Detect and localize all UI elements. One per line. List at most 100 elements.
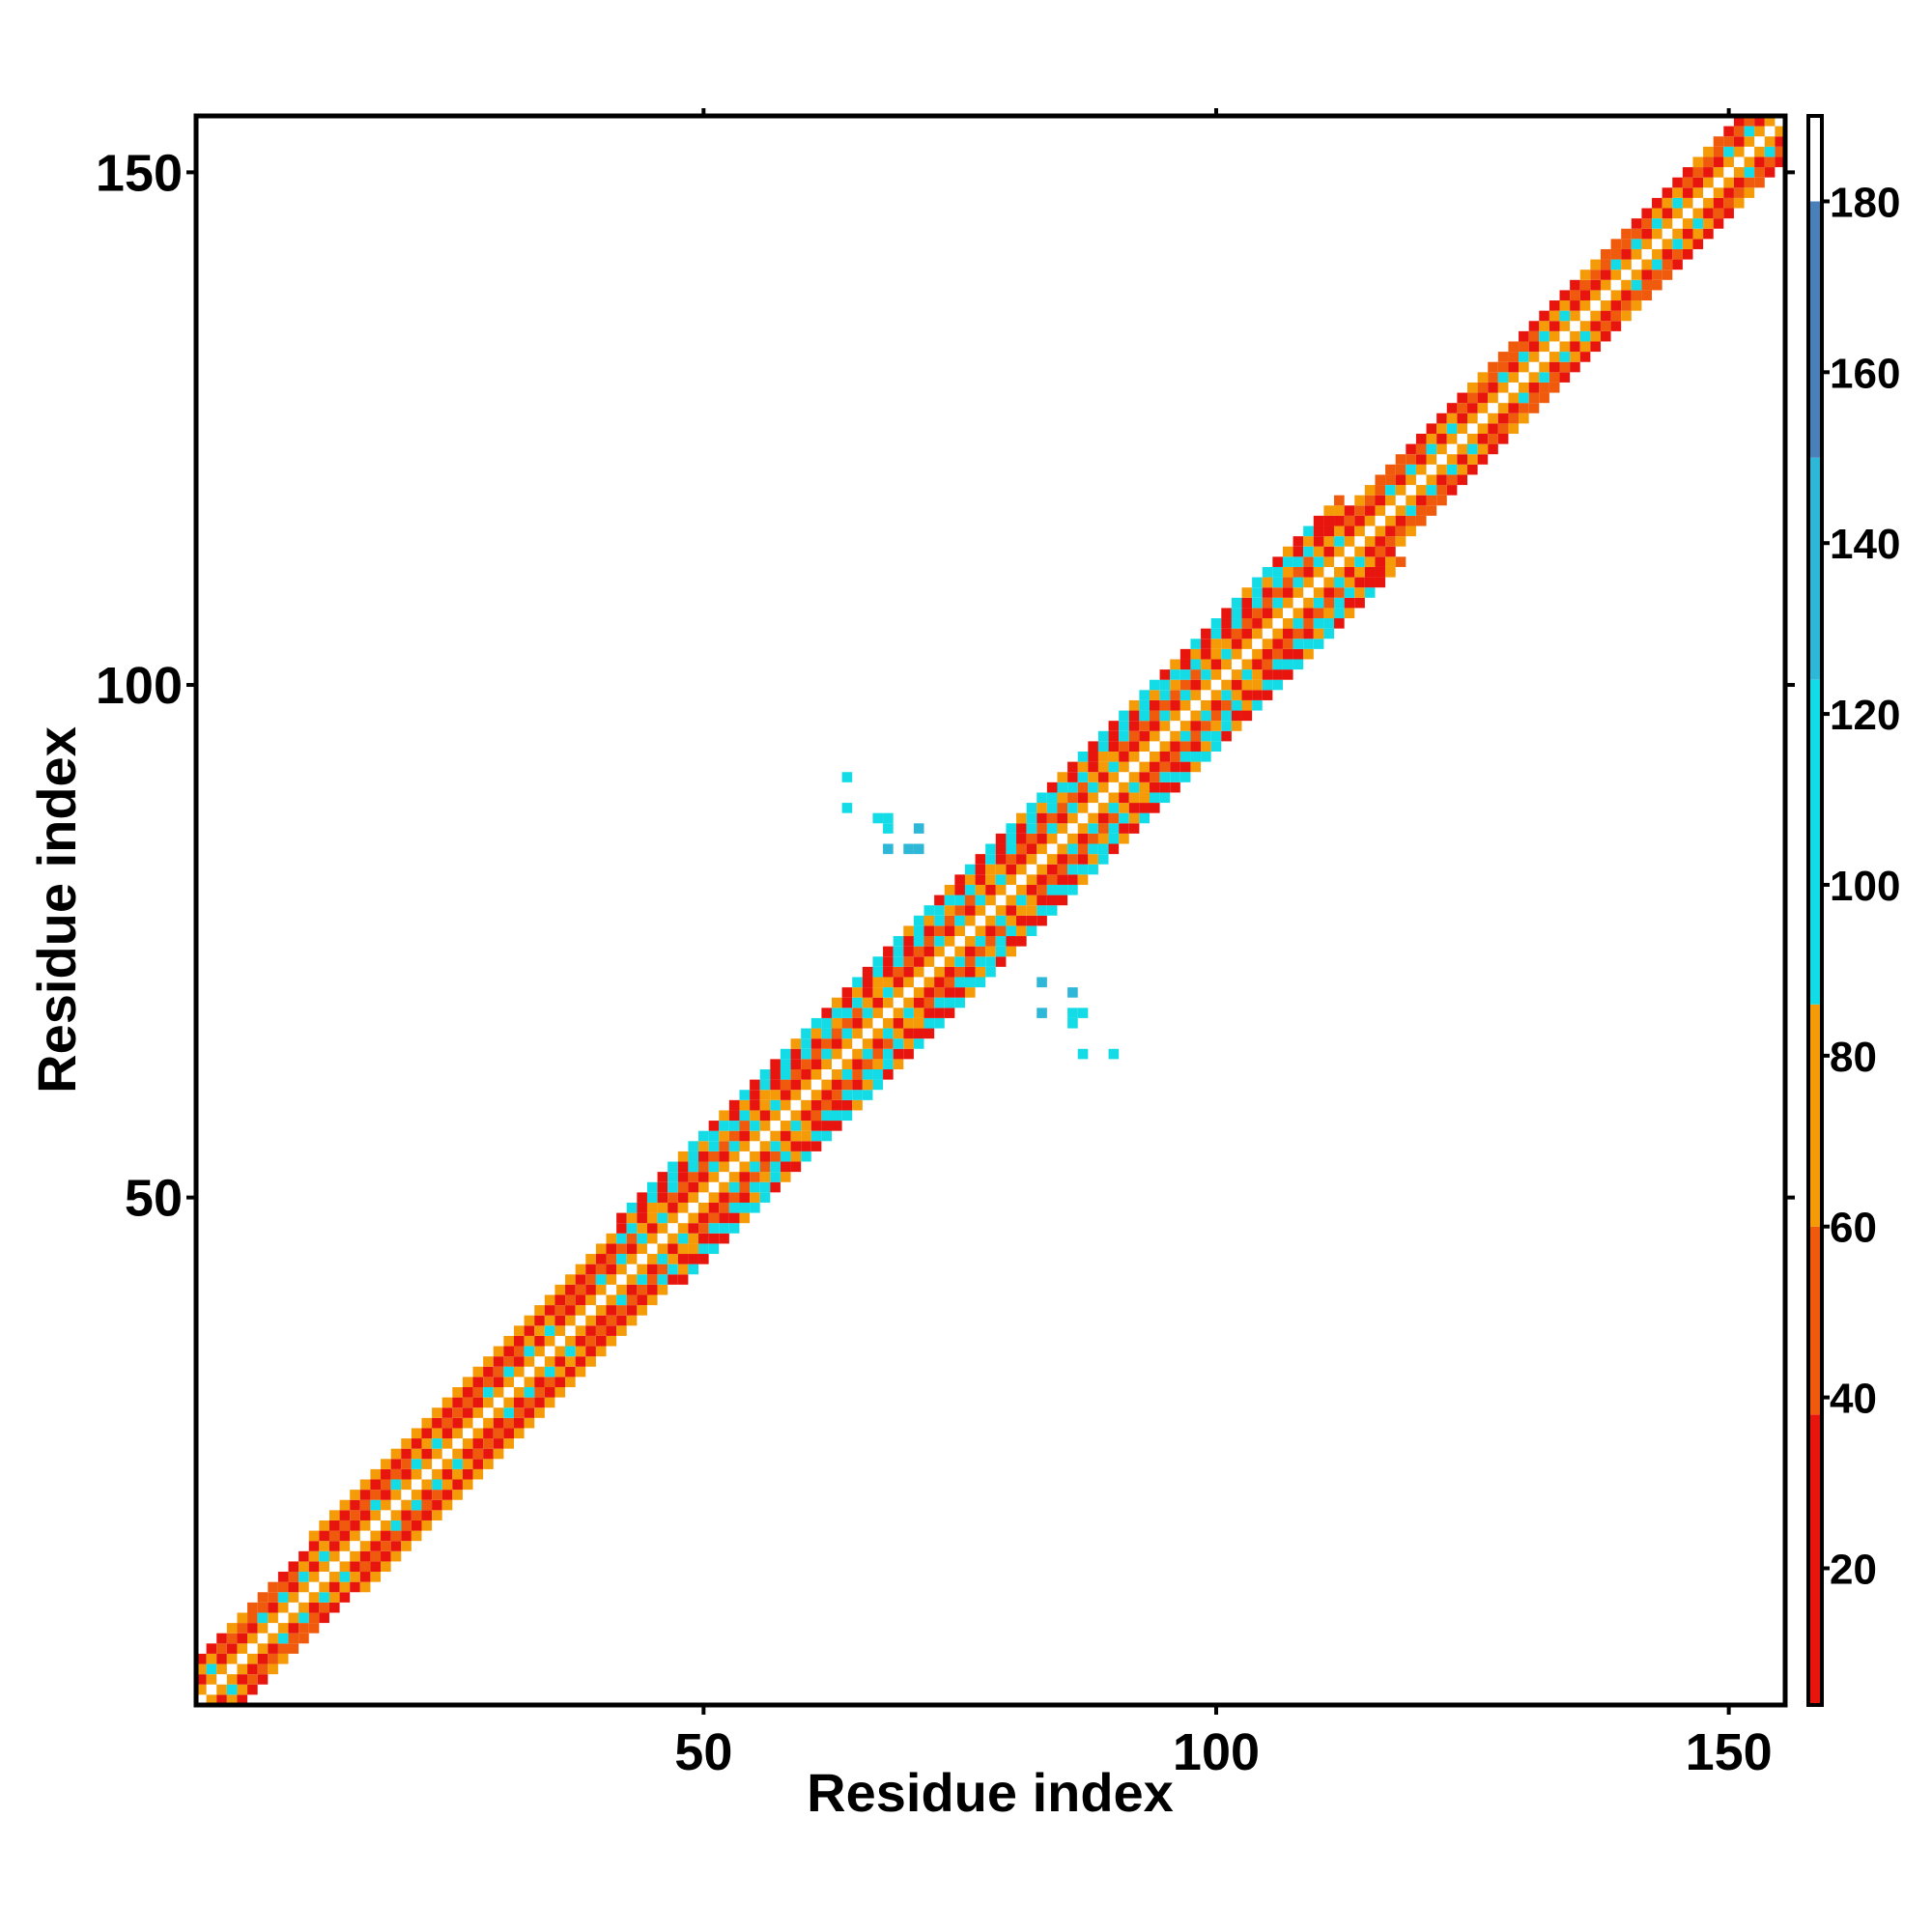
heatmap-cell [1241,659,1253,670]
heatmap-cell [1446,423,1458,434]
heatmap-cell [1006,895,1017,906]
heatmap-cell [1252,597,1263,609]
heatmap-cell [1570,290,1580,301]
heatmap-cell [646,1264,658,1275]
heatmap-cell [1652,218,1662,229]
heatmap-cell [1046,792,1058,804]
heatmap-cell [708,1233,720,1244]
heatmap-cell [1548,382,1560,393]
heatmap-cell [852,997,863,1009]
heatmap-cell [668,1192,678,1203]
heatmap-cell [1631,239,1642,249]
heatmap-cell [1282,628,1293,639]
heatmap-cell [298,1581,309,1593]
heatmap-cell [339,1510,351,1520]
heatmap-cell [328,1550,340,1562]
heatmap-cell [1323,597,1335,609]
heatmap-cell [1179,669,1191,680]
heatmap-cell [1713,197,1724,209]
heatmap-cell [1201,639,1211,649]
heatmap-cell [913,987,924,998]
heatmap-cell [1354,546,1365,557]
heatmap-cell [688,1172,699,1182]
heatmap-cell [1323,618,1335,629]
heatmap-cell [1477,454,1489,465]
heatmap-cell [1221,699,1232,711]
heatmap-cell [739,1202,751,1213]
heatmap-cell [1375,566,1386,578]
heatmap-cell [739,1192,751,1203]
heatmap-cell [1334,536,1345,547]
heatmap-cell [1313,515,1324,526]
heatmap-cell [606,1315,617,1326]
heatmap-cell [1733,197,1745,209]
heatmap-cell [1139,710,1150,722]
heatmap-cell [688,1151,699,1162]
heatmap-cell [441,1499,453,1511]
heatmap-cell [1303,546,1314,557]
heatmap-cell [637,1223,647,1234]
heatmap-cell [1201,710,1211,722]
heatmap-cell [268,1643,278,1654]
heatmap-cell [1119,761,1129,773]
heatmap-cell [852,1090,863,1100]
heatmap-cell [514,1387,525,1398]
heatmap-cell [1641,290,1653,301]
heatmap-cell [1467,434,1478,444]
heatmap-cell [565,1315,576,1326]
heatmap-cell [1682,239,1693,249]
heatmap-cell [1539,361,1549,373]
heatmap-cell [514,1407,525,1418]
heatmap-cell [1201,648,1211,660]
heatmap-cell [401,1479,412,1491]
heatmap-cell [319,1592,329,1603]
heatmap-cell [544,1387,555,1398]
heatmap-cell [1067,1008,1078,1018]
heatmap-cell [298,1623,309,1634]
heatmap-cell [616,1305,627,1316]
heatmap-cell [339,1572,351,1582]
heatmap-cell [832,1008,842,1018]
heatmap-cell [913,1028,924,1039]
heatmap-cell [677,1243,689,1255]
heatmap-cell [288,1592,299,1603]
heatmap-cell [401,1541,412,1551]
heatmap-cell [1108,792,1120,804]
heatmap-cell [1764,167,1776,178]
heatmap-cell [1334,597,1345,609]
heatmap-cell [1528,321,1540,331]
heatmap-cell [821,1099,832,1111]
heatmap-cell [1037,895,1047,906]
heatmap-cell [688,1264,699,1275]
heatmap-cell [852,1059,863,1069]
heatmap-cell [1077,833,1089,844]
heatmap-cell [308,1530,320,1542]
heatmap-cell [739,1212,751,1224]
heatmap-cell [1159,669,1171,680]
heatmap-cell [359,1550,371,1562]
heatmap-cell [810,1141,822,1151]
heatmap-cell [1672,208,1683,219]
heatmap-cell [432,1428,442,1439]
heatmap-cell [1313,546,1324,557]
heatmap-cell [1057,874,1068,885]
heatmap-cell [759,1099,771,1111]
heatmap-cell [1293,587,1304,598]
heatmap-cell [606,1335,617,1347]
heatmap-cell [1313,536,1324,547]
heatmap-cell [1108,1048,1120,1060]
heatmap-cell [1139,772,1150,782]
heatmap-cell [1488,412,1498,424]
heatmap-cell [350,1561,360,1573]
heatmap-cell [554,1325,566,1336]
heatmap-cell [810,1028,822,1039]
heatmap-cell [1037,792,1047,804]
heatmap-cell [1713,208,1724,219]
heatmap-cell [883,812,894,824]
heatmap-cell [462,1397,473,1408]
heatmap-cell [359,1510,371,1520]
heatmap-cell [432,1407,442,1418]
heatmap-cell [1548,372,1560,383]
heatmap-cell [995,925,1007,937]
heatmap-cell [1067,843,1078,855]
